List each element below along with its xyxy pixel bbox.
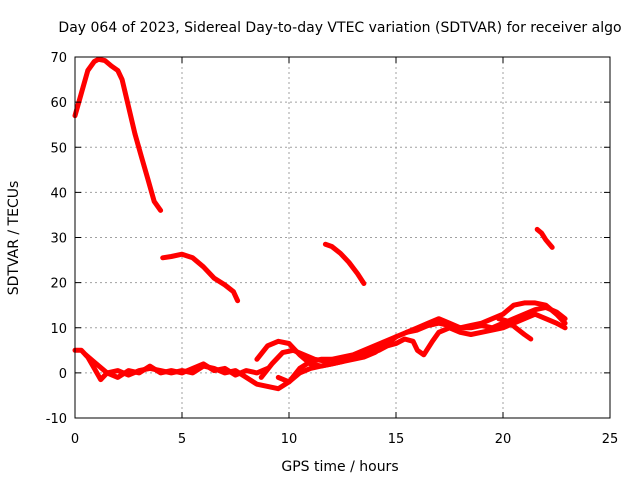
grid — [75, 57, 610, 418]
x-tick-label: 5 — [178, 432, 186, 447]
series-arc8 — [83, 352, 271, 380]
y-tick-label: 40 — [50, 186, 67, 201]
series-arc10 — [376, 311, 568, 358]
y-tick-label: 50 — [50, 141, 67, 156]
x-tick-label: 25 — [602, 432, 619, 447]
y-tick-label: 30 — [50, 232, 67, 247]
series-arc12 — [496, 316, 534, 342]
series-arc3 — [322, 241, 367, 286]
series-arc6 — [254, 338, 388, 369]
series-arc2 — [160, 251, 241, 304]
x-tick-label: 10 — [281, 432, 298, 447]
y-tick-label: 10 — [50, 322, 67, 337]
series-arc4 — [534, 226, 555, 250]
y-tick-label: 20 — [50, 277, 67, 292]
x-axis-title: GPS time / hours — [281, 459, 398, 475]
series-arc1 — [72, 56, 164, 213]
series-arc11 — [404, 304, 568, 335]
chart-title: Day 064 of 2023, Sidereal Day-to-day VTE… — [58, 20, 621, 36]
y-axis-title: SDTVAR / TECUs — [6, 181, 22, 296]
y-tick-label: 70 — [50, 51, 67, 66]
x-tick-label: 20 — [495, 432, 512, 447]
series-arc5 — [72, 334, 399, 392]
y-tick-label: 0 — [59, 367, 67, 382]
series-group — [72, 56, 568, 392]
ticks: 0 5 10 15 20 25 -10 0 10 20 30 40 50 60 70 — [46, 51, 619, 447]
y-tick-label: -10 — [46, 412, 67, 427]
x-tick-label: 0 — [71, 432, 79, 447]
y-tick-label: 60 — [50, 96, 67, 111]
x-tick-label: 15 — [388, 432, 405, 447]
